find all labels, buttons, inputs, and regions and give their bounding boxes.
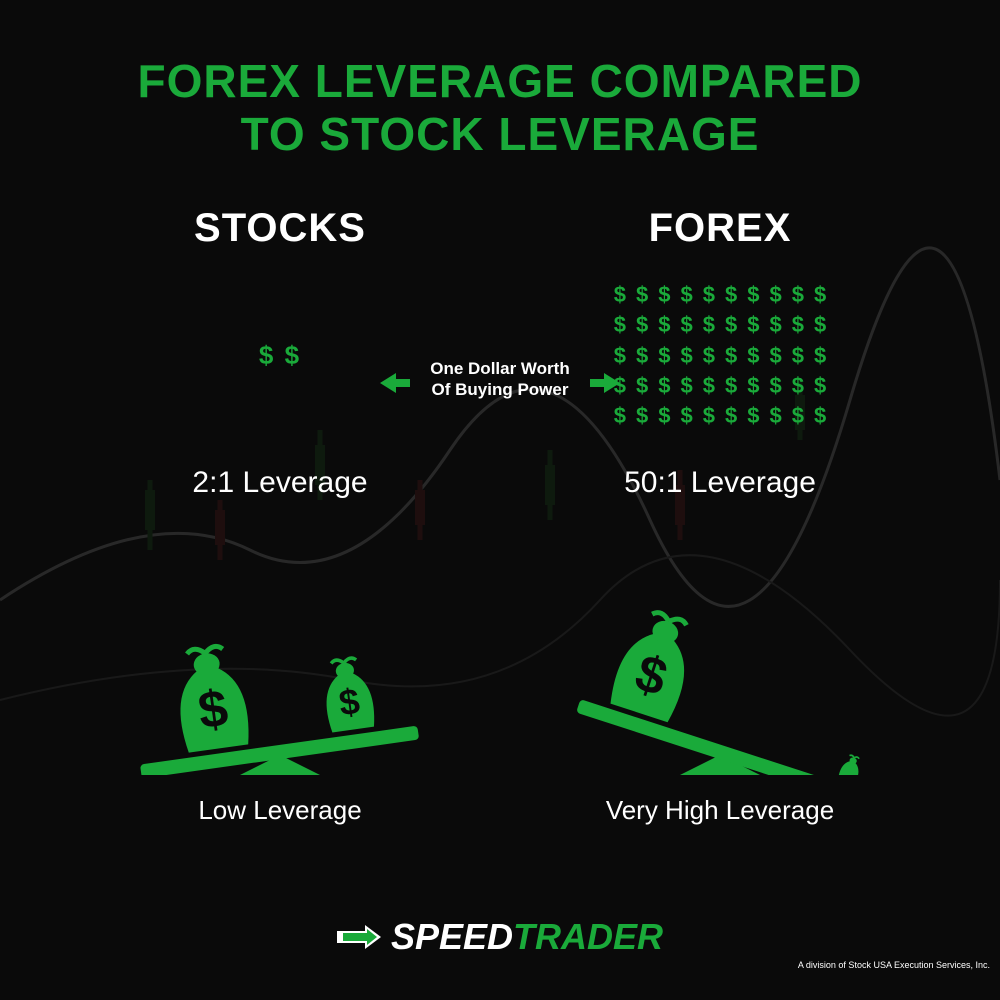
forex-column: FOREX $$$$$$$$$$$$$$$$$$$$$$$$$$$$$$$$$$… bbox=[520, 181, 920, 826]
stocks-level-label: Low Leverage bbox=[80, 795, 480, 826]
forex-level-label: Very High Leverage bbox=[520, 795, 920, 826]
logo-subtext: A division of Stock USA Execution Servic… bbox=[0, 960, 1000, 970]
center-line-1: One Dollar Worth bbox=[410, 358, 590, 379]
forex-leverage-ratio: 50:1 Leverage bbox=[520, 466, 920, 500]
stocks-leverage-ratio: 2:1 Leverage bbox=[80, 466, 480, 500]
arrow-right-icon bbox=[590, 370, 620, 402]
stocks-dollar-icons: $ $ bbox=[80, 261, 480, 451]
title-line-2: TO STOCK LEVERAGE bbox=[0, 108, 1000, 161]
title-line-1: FOREX LEVERAGE COMPARED bbox=[0, 55, 1000, 108]
logo-text-trader: TRADER bbox=[513, 916, 663, 957]
stocks-heading: STOCKS bbox=[80, 206, 480, 251]
stocks-scale-graphic: $ $ bbox=[80, 545, 480, 775]
center-line-2: Of Buying Power bbox=[410, 379, 590, 400]
logo-text-speed: SPEED bbox=[391, 916, 513, 957]
logo-arrow-icon bbox=[337, 923, 385, 951]
forex-scale-graphic: $ bbox=[520, 545, 920, 775]
buying-power-label: One Dollar Worth Of Buying Power bbox=[410, 358, 590, 401]
arrow-left-icon bbox=[380, 370, 410, 402]
footer-logo: SPEEDTRADER A division of Stock USA Exec… bbox=[0, 916, 1000, 970]
main-title: FOREX LEVERAGE COMPARED TO STOCK LEVERAG… bbox=[0, 0, 1000, 161]
stocks-column: STOCKS $ $ 2:1 Leverage bbox=[80, 181, 480, 826]
forex-heading: FOREX bbox=[520, 206, 920, 251]
forex-dollar-icons: $$$$$$$$$$$$$$$$$$$$$$$$$$$$$$$$$$$$$$$$… bbox=[520, 261, 920, 451]
